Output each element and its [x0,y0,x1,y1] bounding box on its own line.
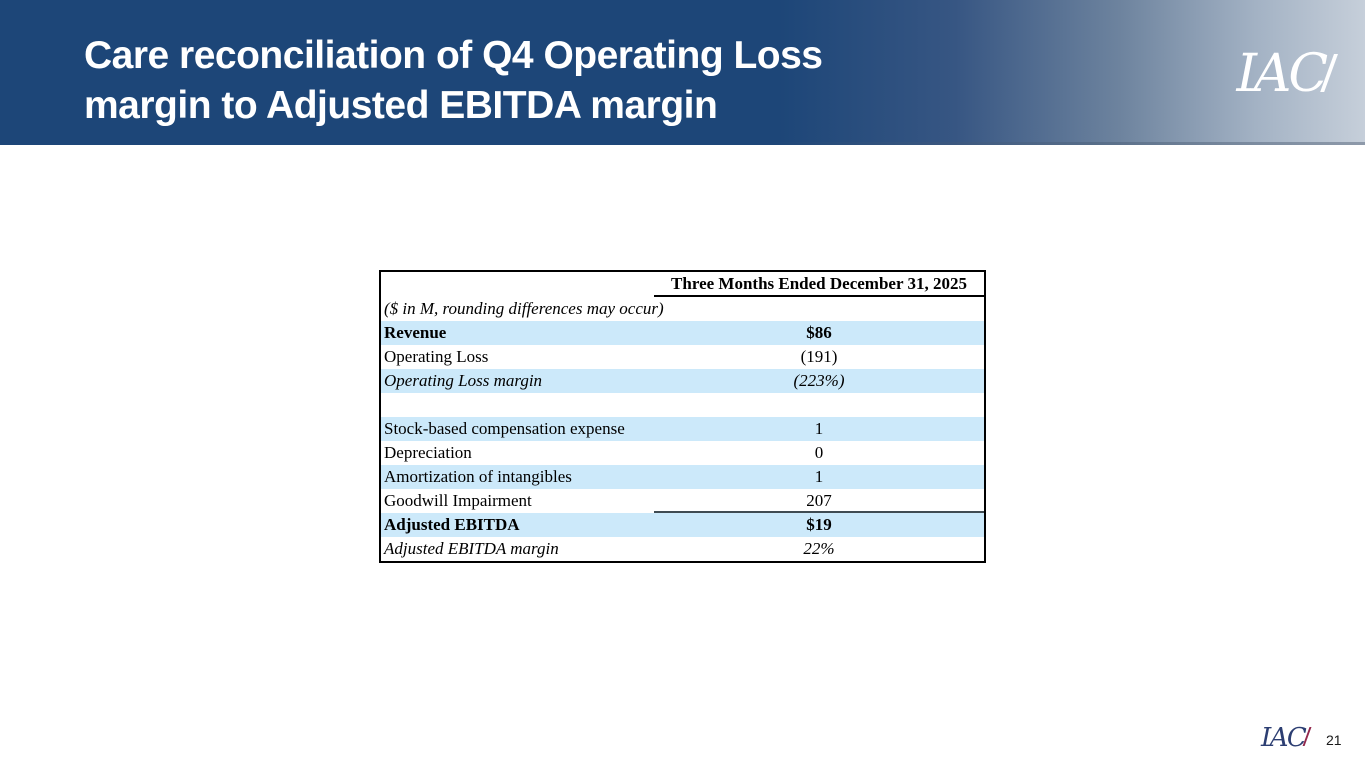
footer-iac-logo: IAC [1261,722,1312,753]
table-row: Operating Loss (191) [381,345,984,369]
row-value: 0 [814,443,824,462]
iac-logo-text: IAC [1236,44,1329,104]
row-value: (223%) [793,371,845,390]
header-band: Care reconciliation of Q4 Operating Loss… [0,0,1365,145]
iac-logo: IAC [1236,44,1339,104]
row-value: 22% [803,539,835,558]
row-value: 1 [814,419,824,438]
row-label: Amortization of intangibles [384,467,572,486]
row-value: $19 [806,515,832,534]
row-label: Goodwill Impairment [384,491,532,510]
table-row: Revenue $86 [381,321,984,345]
header-spacer [381,272,654,297]
table-row: Stock-based compensation expense 1 [381,417,984,441]
row-label: Adjusted EBITDA margin [384,539,559,558]
row-label: Operating Loss [384,347,489,366]
row-label: Depreciation [384,443,472,462]
title-line-2: margin to Adjusted EBITDA margin [84,84,718,127]
row-label: Stock-based compensation expense [384,419,625,438]
table-row: Depreciation 0 [381,441,984,465]
table-row: Goodwill Impairment 207 [381,489,984,513]
row-value [654,393,984,417]
table-row: Adjusted EBITDA margin 22% [381,537,984,561]
row-label: Revenue [384,323,447,342]
row-value: $86 [806,323,832,342]
title-line-1: Care reconciliation of Q4 Operating Loss [84,34,823,77]
reconciliation-table: Three Months Ended December 31, 2025 ($ … [379,270,986,563]
row-value: 207 [654,489,984,513]
row-label: Operating Loss margin [384,371,543,390]
row-label [381,393,654,417]
table-row [381,393,984,417]
footer-iac-logo-text: IAC [1261,723,1307,753]
row-value [654,297,984,321]
row-value: (191) [800,347,838,366]
table-body: ($ in M, rounding differences may occur)… [381,297,984,561]
row-value: 1 [814,467,824,486]
column-header: Three Months Ended December 31, 2025 [654,272,984,297]
row-label: ($ in M, rounding differences may occur) [384,299,664,318]
table-row: Adjusted EBITDA $19 [381,513,984,537]
table-header-row: Three Months Ended December 31, 2025 [381,272,984,297]
table-row: ($ in M, rounding differences may occur) [381,297,984,321]
slide-title: Care reconciliation of Q4 Operating Loss… [84,31,823,131]
page-number: 21 [1326,732,1342,748]
table-row: Amortization of intangibles 1 [381,465,984,489]
row-label: Adjusted EBITDA [384,515,520,534]
table-row: Operating Loss margin (223%) [381,369,984,393]
